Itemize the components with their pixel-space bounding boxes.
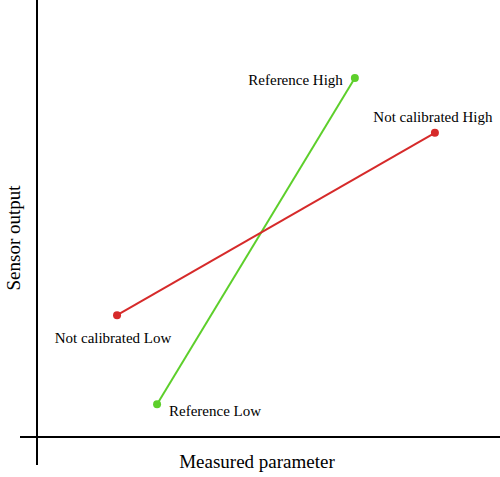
x-axis [20, 436, 500, 438]
y-axis-label: Sensor output [3, 185, 24, 291]
y-axis [36, 0, 38, 465]
point [431, 129, 439, 137]
series-line [117, 133, 435, 315]
point-label: Not calibrated Low [55, 330, 172, 346]
point [351, 74, 359, 82]
point [153, 400, 161, 408]
x-axis-label: Measured parameter [179, 451, 335, 472]
point-labels: Reference Low Reference High Not calibrate… [55, 72, 493, 419]
chart: Measured parameter Sensor output Reference… [0, 0, 500, 477]
chart-container: Measured parameter Sensor output Reference… [0, 0, 500, 477]
point-label: Reference High [248, 72, 343, 88]
point-label: Not calibrated High [373, 109, 493, 125]
series-line [157, 78, 355, 404]
point [113, 311, 121, 319]
point-label: Reference Low [169, 403, 261, 419]
